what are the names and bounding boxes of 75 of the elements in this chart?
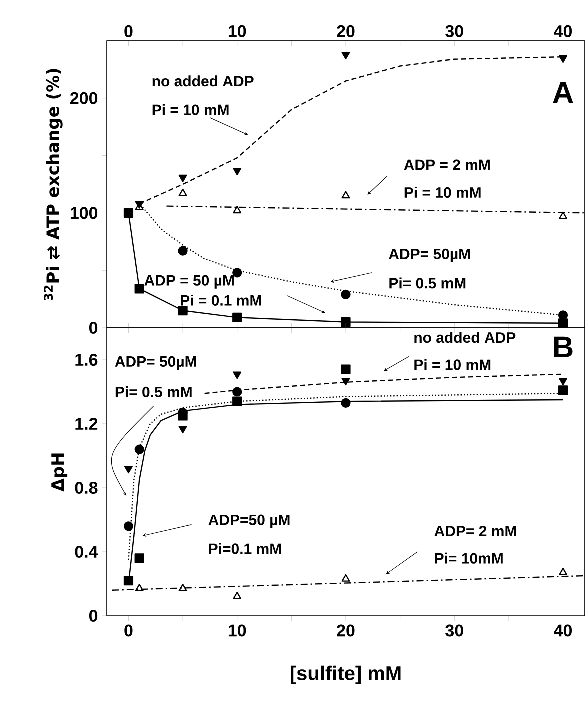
- x-tick-label: 30: [446, 624, 464, 637]
- point: [341, 317, 351, 328]
- x-tick-label: 0: [124, 624, 133, 637]
- annotation: ADP=50 µM: [208, 514, 290, 528]
- x-tick-label: 20: [337, 624, 355, 637]
- point: [233, 372, 242, 380]
- point: [232, 268, 242, 278]
- x2-tick-label: 10: [228, 25, 246, 38]
- point: [559, 56, 568, 64]
- point: [341, 290, 351, 300]
- point: [178, 584, 188, 592]
- point: [134, 284, 144, 294]
- annotation: ADP= 50µM: [389, 248, 470, 262]
- annotation: Pi = 10 mM: [414, 359, 491, 370]
- point: [178, 426, 188, 434]
- y-tick-label: 0.4: [75, 546, 98, 558]
- y-tick-label: 0: [89, 322, 98, 334]
- point: [178, 246, 188, 256]
- annotation: Pi= 0.5 mM: [390, 278, 466, 289]
- point: [232, 387, 242, 397]
- point: [232, 396, 242, 406]
- point: [233, 168, 242, 176]
- y-tick-label: 0: [89, 610, 98, 622]
- y-tick-label: 0.8: [75, 482, 98, 494]
- annotation: Pi = 10 mM: [404, 187, 481, 198]
- point: [559, 378, 568, 386]
- annotation: Pi = 10 mM: [152, 104, 229, 116]
- annotation: ADP = 2 mM: [404, 160, 490, 170]
- x-axis-title: [sulfite] mM: [291, 666, 401, 684]
- annotation: A: [553, 82, 574, 103]
- y-tick-label: 100: [70, 207, 98, 220]
- point: [342, 52, 350, 60]
- point: [135, 584, 144, 592]
- point: [341, 364, 351, 374]
- x-tick-label: 10: [228, 624, 246, 637]
- point: [233, 206, 242, 214]
- y-tick-label: 200: [70, 92, 98, 104]
- x2-tick-label: 30: [446, 25, 464, 38]
- annotation: no added ADP: [414, 332, 516, 344]
- point: [178, 188, 188, 196]
- annotation: Pi = 0.1 mM: [181, 294, 262, 306]
- point: [124, 466, 133, 474]
- annotation: no added ADP: [152, 76, 254, 87]
- point: [341, 398, 351, 408]
- point: [558, 318, 568, 328]
- annotation: Pi=0.1 mM: [209, 543, 282, 554]
- point: [559, 568, 568, 576]
- annotation: B: [554, 336, 573, 358]
- annotation: Pi= 10mM: [435, 552, 503, 564]
- point: [134, 444, 144, 454]
- annotation: ADP = 50 µM: [144, 275, 234, 289]
- point: [342, 191, 350, 199]
- point: [178, 306, 188, 316]
- point: [342, 378, 350, 386]
- x2-tick-label: 40: [554, 25, 572, 38]
- point: [178, 174, 188, 182]
- annotation: ADP= 50µM: [115, 356, 196, 370]
- point: [233, 592, 242, 600]
- point: [558, 386, 568, 396]
- x-tick-label: 40: [554, 624, 572, 637]
- point: [124, 576, 134, 586]
- point: [559, 212, 568, 220]
- point: [124, 208, 134, 218]
- y-tick-label: 1.6: [76, 354, 98, 366]
- x2-tick-label: 0: [124, 25, 133, 38]
- annotation: Pi= 0.5 mM: [116, 386, 192, 398]
- y-axis-title: ΔpH: [52, 454, 68, 492]
- y-tick-label: 1.2: [76, 418, 98, 430]
- point: [124, 522, 134, 532]
- x2-tick-label: 20: [337, 25, 355, 38]
- annotation: ADP= 2 mM: [434, 526, 516, 536]
- y-axis-title: $^{32}$Pi ⇄ ATP exchange (%): [44, 69, 63, 301]
- point: [134, 554, 144, 564]
- point: [232, 312, 242, 322]
- point: [342, 574, 350, 582]
